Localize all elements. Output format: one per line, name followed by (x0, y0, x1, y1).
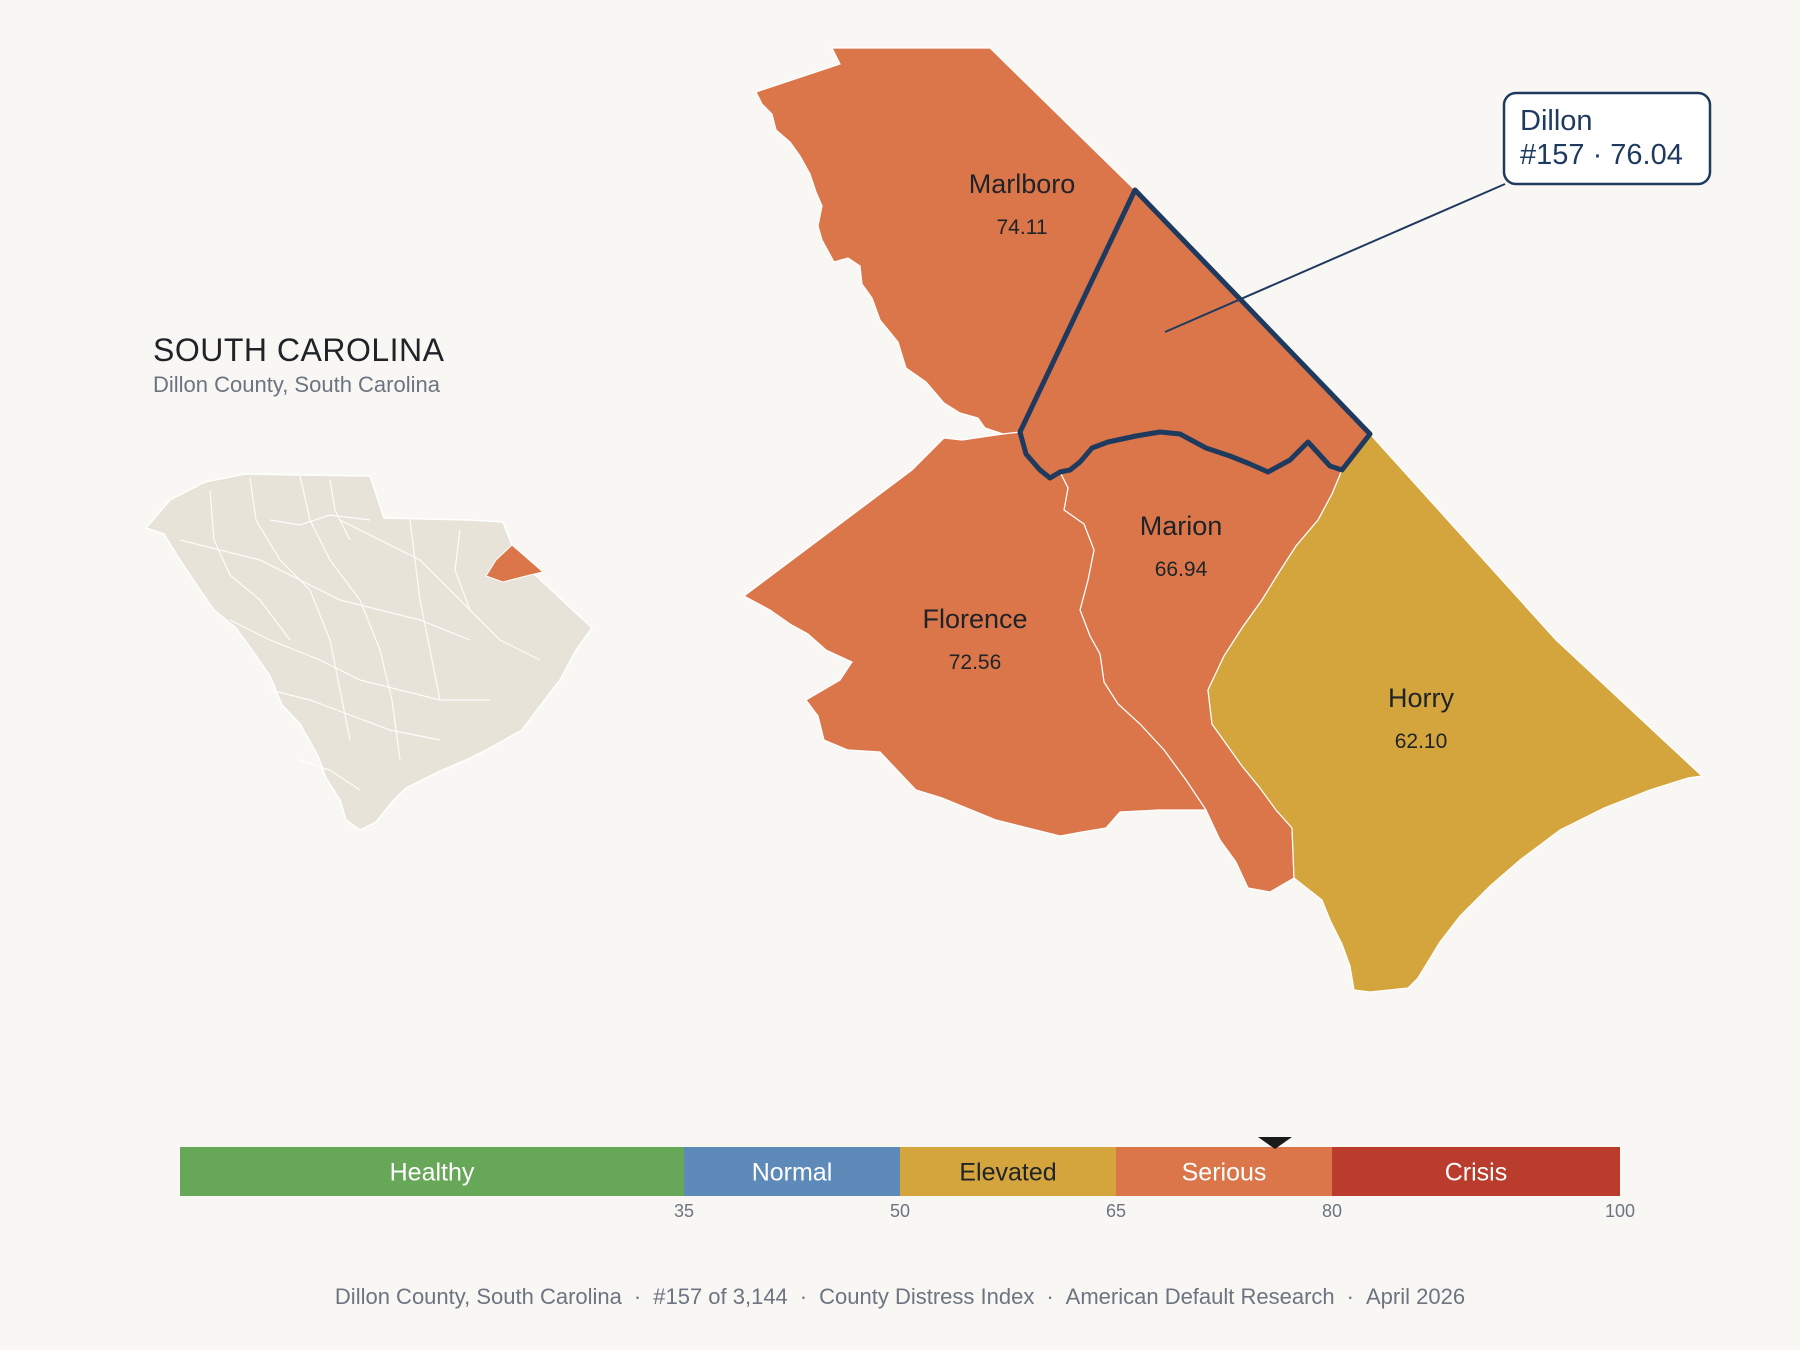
county-florence[interactable] (742, 431, 1208, 837)
county-score-florence: 72.56 (949, 651, 1002, 674)
legend-tick: 100 (1605, 1201, 1635, 1221)
footer-separator: · (1346, 1284, 1354, 1309)
footer-rank: #157 of 3,144 (653, 1284, 788, 1309)
county-label-horry: Horry (1388, 683, 1454, 713)
legend-label-serious: Serious (1182, 1159, 1267, 1187)
legend-segment-serious (1116, 1147, 1332, 1196)
legend-tick: 35 (674, 1201, 694, 1221)
county-score-horry: 62.10 (1395, 730, 1448, 753)
state-outline (144, 473, 593, 831)
legend-segment-crisis (1332, 1147, 1620, 1196)
dillon-callout: Dillon #157 · 76.04 (1164, 91, 1712, 333)
county-marlboro[interactable] (755, 47, 1136, 435)
legend-tick: 50 (890, 1201, 910, 1221)
legend-segment-healthy (180, 1147, 684, 1196)
footer-separator: · (1046, 1284, 1054, 1309)
footer-county: Dillon County, South Carolina (334, 1284, 622, 1309)
legend-label-elevated: Elevated (959, 1159, 1056, 1187)
county-label-marion: Marion (1140, 511, 1223, 541)
footer-separator: · (799, 1284, 808, 1309)
callout-box (1502, 91, 1712, 186)
callout-leader-line (1164, 183, 1506, 333)
legend-tick: 80 (1322, 1201, 1342, 1221)
footer-index-name: County Distress Index (819, 1284, 1035, 1309)
legend-label-crisis: Crisis (1445, 1159, 1508, 1187)
legend-segment-normal (684, 1147, 900, 1196)
county-dillon[interactable] (1020, 190, 1370, 478)
callout-rank-score: #157 · 76.04 (1520, 139, 1683, 171)
state-title: SOUTH CAROLINA (153, 332, 445, 368)
legend: Healthy Normal Elevated Serious Crisis 35 50 65… (180, 1137, 1635, 1221)
dillon-highlight-inset (485, 544, 545, 583)
legend-tick: 65 (1106, 1201, 1126, 1221)
county-label-marlboro: Marlboro (969, 169, 1076, 199)
county-score-marion: 66.94 (1155, 558, 1208, 581)
legend-marker (1257, 1137, 1292, 1149)
county-score-marlboro: 74.11 (997, 216, 1048, 239)
legend-label-healthy: Healthy (390, 1159, 475, 1187)
footer-publisher: American Default Research (1065, 1284, 1335, 1309)
county-map: Marlboro 74.11 Marion 66.94 Florence 72.… (742, 47, 1704, 993)
state-subtitle: Dillon County, South Carolina (153, 372, 441, 397)
footer-separator: · (633, 1284, 642, 1309)
state-inset-map: SOUTH CAROLINA Dillon County, South Caro… (144, 332, 593, 831)
dillon-border (1017, 187, 1373, 481)
state-county-lines (179, 475, 541, 791)
footer: Dillon County, South Carolina · #157 of 3,… (0, 1284, 1800, 1310)
legend-segment-elevated (900, 1147, 1116, 1196)
county-horry[interactable] (1207, 433, 1704, 993)
county-label-florence: Florence (922, 604, 1027, 634)
legend-label-normal: Normal (752, 1159, 833, 1187)
callout-title: Dillon (1520, 105, 1593, 137)
footer-date: April 2026 (1366, 1284, 1466, 1309)
